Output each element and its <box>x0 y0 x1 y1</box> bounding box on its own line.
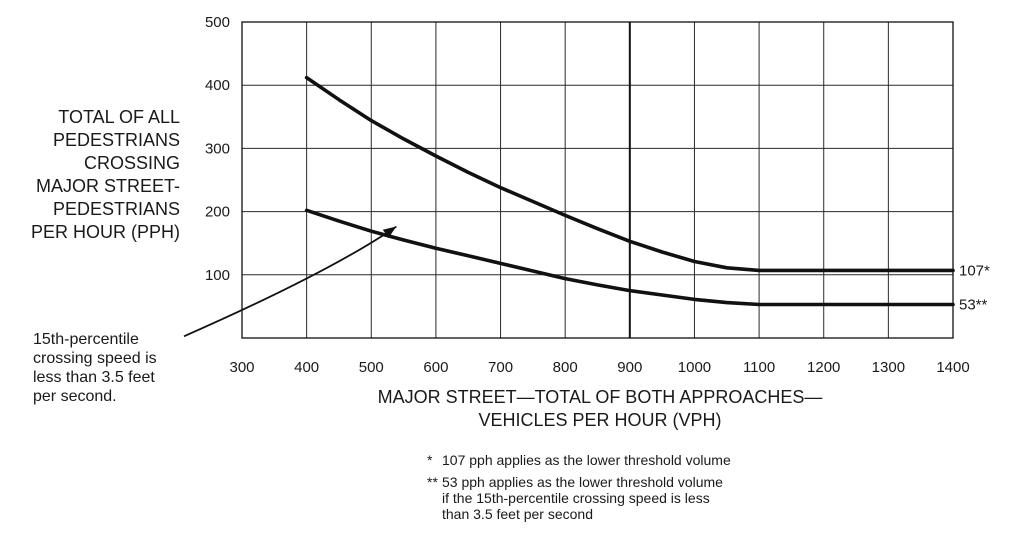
x-tick-label: 1200 <box>807 359 840 376</box>
footnotes: * 107 pph applies as the lower threshold… <box>427 452 731 528</box>
annotation-line: 15th-percentile <box>33 331 139 348</box>
footnote-line: if the 15th-percentile crossing speed is… <box>442 490 710 506</box>
x-tick-label: 1400 <box>936 359 969 376</box>
x-tick-label: 800 <box>553 359 578 376</box>
x-axis-label-line: VEHICLES PER HOUR (VPH) <box>478 410 722 430</box>
annotation-arrow <box>183 225 397 338</box>
footnote-mark: * <box>427 452 433 468</box>
annotation-text: 15th-percentile crossing speed is less t… <box>33 330 193 406</box>
footnote-line: 53 pph applies as the lower threshold vo… <box>442 474 723 490</box>
x-tick-label: 300 <box>229 359 254 376</box>
chart-grid <box>242 22 953 338</box>
annotation-arrow-curve <box>183 225 397 338</box>
series-line-1 <box>304 75 955 273</box>
x-axis-ticks: 300 400 500 600 700 800 900 1000 1100 1200 1300 140… <box>229 359 969 376</box>
y-tick-label: 500 <box>205 14 230 31</box>
y-tick-label: 300 <box>205 140 230 157</box>
footnote: * 107 pph applies as the lower threshold… <box>427 452 731 468</box>
x-tick-label: 400 <box>294 359 319 376</box>
y-axis-ticks: 100 200 300 400 500 <box>205 14 230 284</box>
x-tick-label: 500 <box>359 359 384 376</box>
annotation-line: crossing speed is <box>33 350 157 367</box>
footnote: ** 53 pph applies as the lower threshold… <box>427 474 731 522</box>
y-axis-label-line: TOTAL OF ALL <box>58 107 180 127</box>
x-tick-label: 600 <box>423 359 448 376</box>
footnote-line: 107 pph applies as the lower threshold v… <box>442 452 731 468</box>
y-tick-label: 100 <box>205 267 230 284</box>
x-tick-label: 700 <box>488 359 513 376</box>
annotation-arrow-head <box>382 226 397 239</box>
annotation-line: per second. <box>33 388 117 405</box>
series-end-label: 107* <box>959 262 990 279</box>
x-axis-label: MAJOR STREET—TOTAL OF BOTH APPROACHES— V… <box>300 386 900 432</box>
y-axis-label-line: PER HOUR (PPH) <box>30 222 180 242</box>
plot-frame <box>241 21 954 339</box>
chart-series: 107* 53** <box>304 75 990 314</box>
x-tick-label: 1300 <box>872 359 905 376</box>
footnote-line: than 3.5 feet per second <box>442 506 593 522</box>
footnote-mark: ** <box>427 474 438 490</box>
series-end-label: 53** <box>959 297 988 314</box>
series-line-2 <box>304 208 955 307</box>
y-axis-label-line: CROSSING <box>83 153 180 173</box>
annotation-line: less than 3.5 feet <box>33 369 155 386</box>
x-tick-label: 1000 <box>678 359 711 376</box>
x-tick-label: 900 <box>617 359 642 376</box>
y-tick-label: 200 <box>205 204 230 221</box>
y-axis-label-line: PEDESTRIANS <box>52 130 180 150</box>
plot-border <box>241 21 954 339</box>
y-axis-label-line: PEDESTRIANS <box>52 199 180 219</box>
y-axis-label-line: MAJOR STREET- <box>35 176 180 196</box>
y-axis-label: TOTAL OF ALL PEDESTRIANS CROSSING MAJOR … <box>0 106 180 244</box>
y-tick-label: 400 <box>205 77 230 94</box>
x-axis-label-line: MAJOR STREET—TOTAL OF BOTH APPROACHES— <box>377 387 823 407</box>
x-tick-label: 1100 <box>743 359 775 376</box>
